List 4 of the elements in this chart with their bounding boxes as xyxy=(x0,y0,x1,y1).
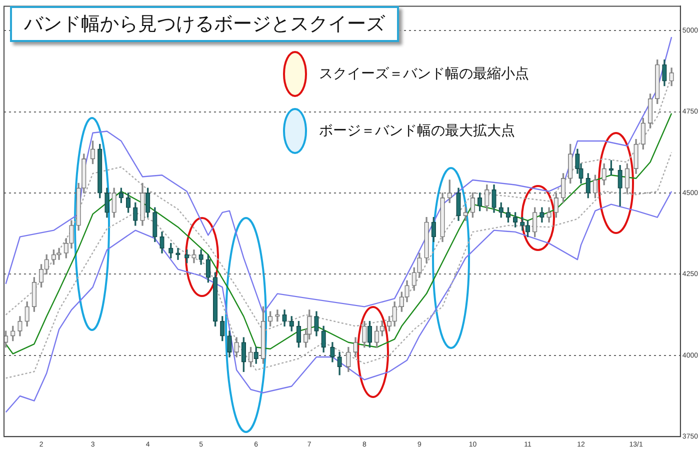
chart-title: バンド幅から見つけるボージとスクイーズ xyxy=(10,6,399,42)
annotation: ボージ＝バンド幅の最大拡大点 xyxy=(319,122,515,140)
line-series xyxy=(5,152,672,379)
annotation: スクイーズ＝バンド幅の最縮小点 xyxy=(319,65,529,83)
